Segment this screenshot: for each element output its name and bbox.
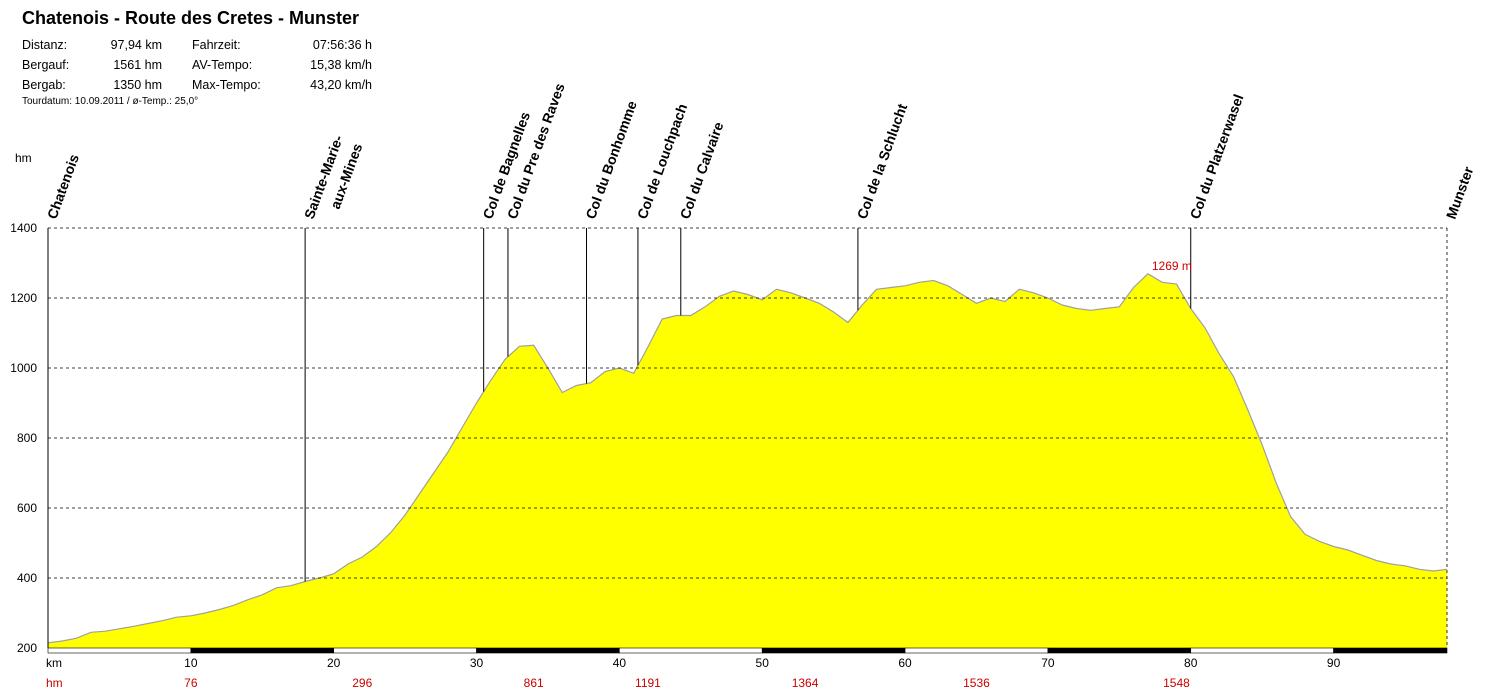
- cumulative-climb-label: 861: [524, 676, 544, 690]
- stat-value: 15,38 km/h: [310, 58, 372, 72]
- x-axis-scale-segment: [47, 647, 192, 654]
- y-axis-unit: hm: [15, 151, 32, 165]
- pass-label: Chatenois: [44, 152, 82, 221]
- pass-label: Col de la Schlucht: [854, 101, 911, 221]
- x-axis-unit-km: km: [46, 656, 62, 670]
- y-tick-label: 1200: [10, 291, 37, 305]
- stat-label: Max-Tempo:: [192, 78, 261, 92]
- elevation-area: [48, 273, 1447, 648]
- tour-date: Tourdatum: 10.09.2011 / ø-Temp.: 25,0°: [22, 96, 199, 107]
- pass-label: Col du Bonhomme: [582, 98, 640, 221]
- x-axis-scale-segment: [1333, 647, 1448, 654]
- pass-label: Munster: [1443, 164, 1477, 221]
- y-tick-label: 200: [17, 641, 37, 655]
- x-tick-label: 60: [898, 656, 912, 670]
- x-axis-scale-segment: [619, 647, 763, 654]
- x-axis-scale-segment: [1047, 647, 1192, 654]
- x-axis-scale-segment: [904, 647, 1049, 654]
- x-axis-scale-segment: [1190, 647, 1334, 654]
- x-tick-label: 80: [1184, 656, 1198, 670]
- x-tick-label: 90: [1327, 656, 1341, 670]
- x-axis-unit-hm: hm: [46, 676, 63, 690]
- elevation-line: [47, 273, 1448, 644]
- cumulative-climb-label: 1536: [963, 676, 990, 690]
- y-tick-label: 1400: [10, 221, 37, 235]
- cumulative-climb-label: 76: [184, 676, 198, 690]
- y-tick-label: 1000: [10, 361, 37, 375]
- cumulative-climb-label: 1191: [635, 676, 661, 690]
- stat-label: Fahrzeit:: [192, 38, 241, 52]
- pass-label: Col du Calvaire: [677, 120, 727, 221]
- cumulative-climb-label: 1548: [1163, 676, 1190, 690]
- stat-value: 43,20 km/h: [310, 78, 372, 92]
- stat-value: 07:56:36 h: [312, 38, 372, 52]
- stat-label: Bergauf:: [22, 58, 70, 72]
- stat-label: Bergab:: [22, 78, 66, 92]
- x-tick-label: 20: [327, 656, 341, 670]
- y-tick-label: 400: [17, 571, 37, 585]
- chart-title: Chatenois - Route des Cretes - Munster: [22, 8, 360, 28]
- stat-label: Distanz:: [22, 38, 68, 52]
- x-tick-label: 10: [184, 656, 198, 670]
- x-axis-scale-segment: [333, 647, 477, 654]
- cumulative-climb-label: 1364: [792, 676, 819, 690]
- max-elevation-label: 1269 m: [1152, 259, 1192, 273]
- y-tick-label: 800: [17, 431, 37, 445]
- cumulative-climb-label: 296: [352, 676, 372, 690]
- x-tick-label: 70: [1041, 656, 1055, 670]
- x-tick-label: 50: [756, 656, 770, 670]
- stat-label: AV-Tempo:: [192, 58, 253, 72]
- x-axis-scale-segment: [476, 647, 620, 654]
- x-tick-label: 30: [470, 656, 484, 670]
- x-tick-label: 40: [613, 656, 627, 670]
- stat-value: 1350 hm: [113, 78, 162, 92]
- x-axis-scale-segment: [190, 647, 334, 654]
- stat-value: 1561 hm: [113, 58, 162, 72]
- pass-label: Col du Platzerwasel: [1187, 92, 1247, 221]
- y-tick-label: 600: [17, 501, 37, 515]
- x-axis-scale-segment: [761, 647, 906, 654]
- stat-value: 97,94 km: [110, 38, 162, 52]
